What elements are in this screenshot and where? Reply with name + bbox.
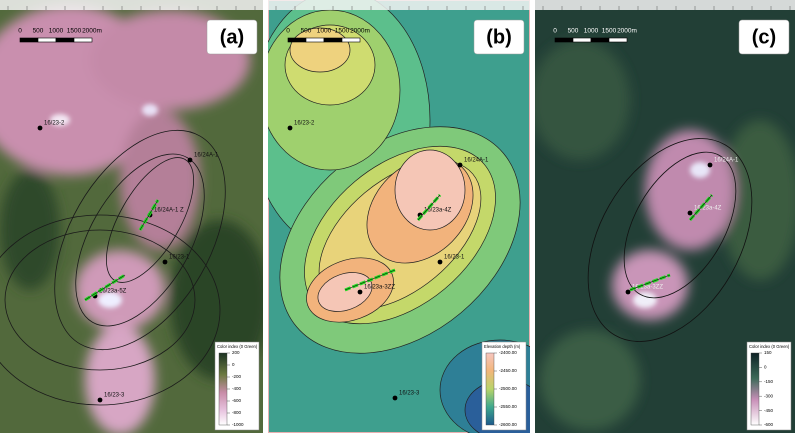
panel-label: (a) [220,26,244,48]
well-label: 16/24A-1 Z [154,208,184,214]
well-marker [626,290,631,295]
coordinate-strip [0,0,263,10]
legend-tick-label: -2550.00 [499,404,517,409]
scale-bar-label: 500 [33,28,44,35]
well-marker [288,126,293,131]
well-label: 16/23-2 [294,121,315,127]
well-label: 16/23a-3ZZ [364,285,395,291]
scale-bar-label: 500 [301,28,312,35]
scale-bar-segment [573,38,591,42]
scale-bar-label: 500 [568,28,579,35]
legend-tick-label: -1000 [232,422,244,427]
scale-bar-segment [74,38,92,42]
well-marker [163,260,168,265]
scale-bar-label: 0 [553,28,557,35]
scale-bar-label: 2000m [82,28,102,35]
well-label: 16/24A-1 [464,158,489,164]
well-marker [358,290,363,295]
legend-tick-label: -300 [764,393,774,398]
legend-tick-label: -200 [232,374,242,379]
well-label: 16/23-1 [444,255,465,261]
legend-colorbar [751,353,759,425]
scale-bar-label: 1000 [317,28,332,35]
scale-bar-label: 2000m [350,28,370,35]
well-label: 16/24A-1 [194,153,219,159]
panel-label: (b) [486,26,512,48]
scale-bar-label: 2000m [617,28,637,35]
well-marker [98,398,103,403]
scale-bar-label: 1500 [602,28,617,35]
well-marker [438,260,443,265]
scale-bar-segment [609,38,627,42]
scale-bar-segment [342,38,360,42]
well-label: 16/24A-1 [714,158,739,164]
scale-bar-label: 1000 [584,28,599,35]
well-marker [458,163,463,168]
legend-title: Color index (0 Green) [749,344,790,349]
well-marker [688,211,693,216]
scale-bar-segment [591,38,609,42]
coordinate-strip [268,0,530,10]
legend-tick-label: 150 [764,350,772,355]
scale-bar-segment [288,38,306,42]
legend-tick-label: -150 [764,379,774,384]
well-marker [188,158,193,163]
scale-bar-label: 0 [286,28,290,35]
scale-bar-segment [555,38,573,42]
page: {"panels": [ {"label": "(a)", "scale_bar… [0,0,795,433]
well-marker [38,126,43,131]
legend-tick-label: -400 [232,386,242,391]
well-label: 16/23-3 [399,391,420,397]
legend-colorbar [219,353,227,425]
legend-tick-label: -2450.00 [499,368,517,373]
scale-bar-label: 1500 [335,28,350,35]
legend-tick-label: -2400.00 [499,350,517,355]
legend-title: Color index (0 Green) [217,344,258,349]
legend-tick-label: -600 [764,422,774,427]
scale-bar-label: 1000 [49,28,64,35]
figure: 0500100015002000m(a)16/23-216/24A-116/24… [0,0,795,433]
legend-colorbar [486,353,494,425]
panel-label: (c) [752,26,776,48]
legend-tick-label: -450 [764,408,774,413]
legend-tick-label: -2600.00 [499,422,517,427]
scale-bar-segment [38,38,56,42]
scale-bar-segment [56,38,74,42]
legend-tick-label: 200 [232,350,240,355]
legend-tick-label: -800 [232,410,242,415]
scale-bar-segment [20,38,38,42]
well-label: 16/23-2 [44,121,65,127]
legend-tick-label: -2500.00 [499,386,517,391]
coordinate-strip [535,0,795,10]
scale-bar-segment [324,38,342,42]
well-marker [393,396,398,401]
legend-tick-label: -600 [232,398,242,403]
well-marker [708,163,713,168]
scale-bar-label: 1500 [67,28,82,35]
legend-title: Elevation depth (m) [484,344,521,349]
scale-bar-segment [306,38,324,42]
well-label: 16/23-3 [104,393,125,399]
well-label: 16/23-1 [169,255,190,261]
scale-bar-label: 0 [18,28,22,35]
